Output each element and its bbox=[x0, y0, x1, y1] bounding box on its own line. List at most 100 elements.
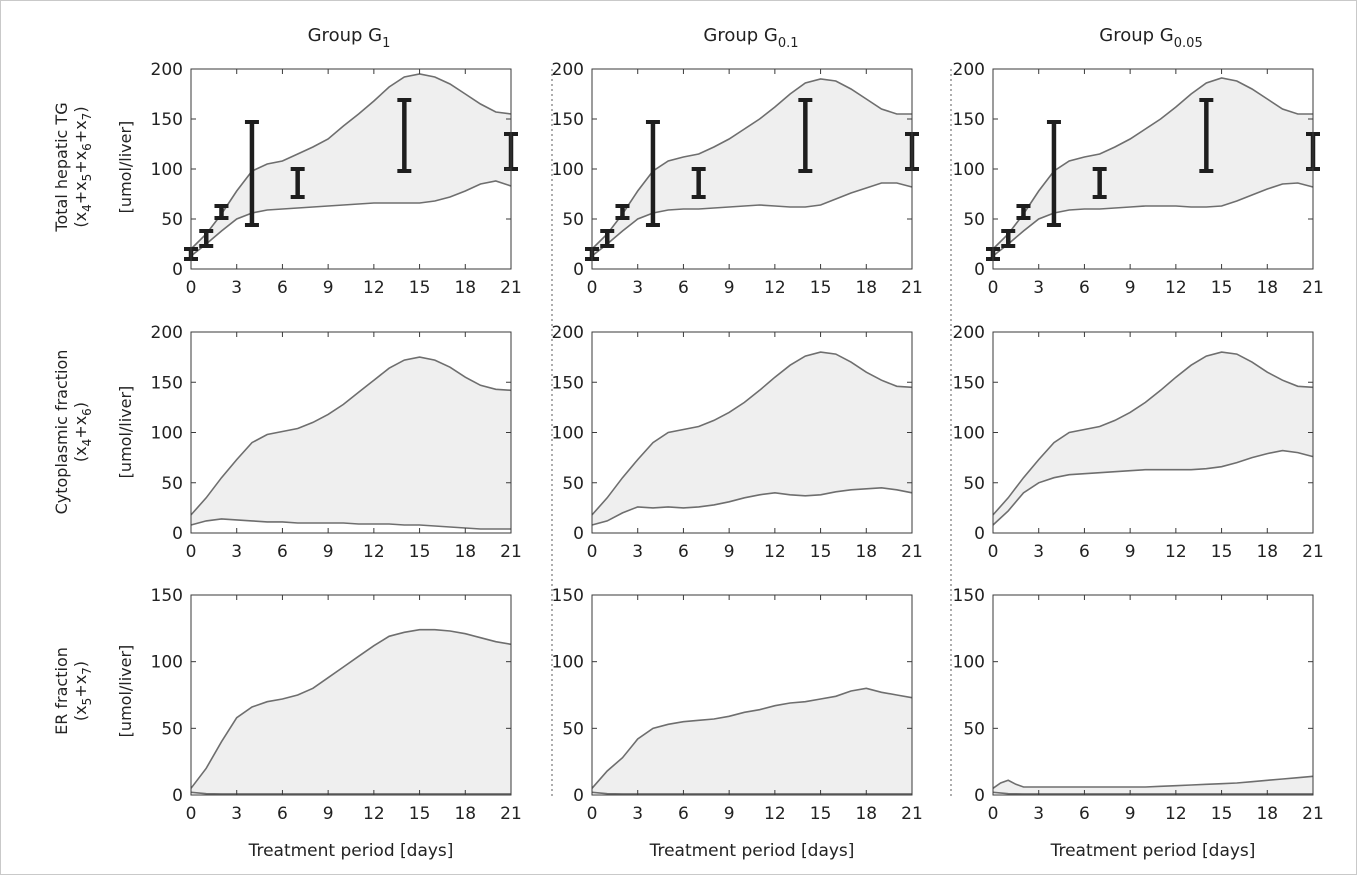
column-title-g01-sub: 0.1 bbox=[778, 36, 799, 51]
total-g01-upper-line bbox=[591, 78, 912, 250]
er-g005-band-area bbox=[993, 776, 1313, 794]
panel-total-g01: 0 3 6 9 12 15 18 21 0 50 100 150 200 bbox=[552, 60, 923, 298]
er-g01-x-tick-label: 0 bbox=[587, 804, 598, 824]
total-g01-error-bar bbox=[798, 98, 813, 173]
cyto-g01-y-tick-label: 50 bbox=[562, 474, 584, 494]
total-g005-error-bar bbox=[1046, 120, 1061, 227]
cyto-g005-y-tick-label: 0 bbox=[974, 524, 985, 544]
cyto-g01-x-tick-label: 12 bbox=[764, 542, 786, 562]
cyto-g1-y-tick-label: 100 bbox=[151, 424, 183, 444]
er-g1-axes-box bbox=[190, 594, 512, 796]
er-g005-x-tick-label: 0 bbox=[988, 804, 999, 824]
column-title-g005-main: Group G bbox=[1099, 25, 1173, 46]
cyto-g005-x-tick-label: 0 bbox=[988, 542, 999, 562]
row-label-cytoplasmic: Cytoplasmic fraction (x4+x6) [umol/liver… bbox=[52, 350, 135, 515]
total-g005-y-tick-label: 0 bbox=[974, 260, 985, 280]
er-g1-x-tick-label: 21 bbox=[500, 804, 522, 824]
cyto-g1-lower-line bbox=[190, 518, 511, 530]
row-label-total: Total hepatic TG (x4+x5+x6+x7) [umol/liv… bbox=[52, 102, 135, 232]
total-g01-x-tick-label: 6 bbox=[678, 278, 689, 298]
panel-er-g1: 0 3 6 9 12 15 18 21 0 50 100 150 bbox=[151, 586, 522, 824]
total-g005-x-tick-label: 15 bbox=[1211, 278, 1233, 298]
cyto-g1-y-tick-label: 200 bbox=[151, 323, 183, 343]
cyto-g005-upper-line bbox=[992, 351, 1314, 516]
cyto-g1-x-tick-label: 0 bbox=[186, 542, 197, 562]
row-label-er-unit: [umol/liver] bbox=[116, 645, 135, 738]
er-g005-y-tick-label: 100 bbox=[953, 653, 985, 673]
x-axis-label-g005: Treatment period [days] bbox=[1050, 841, 1256, 861]
total-g005-upper-line bbox=[992, 77, 1313, 250]
total-g005-y-tick-label: 200 bbox=[953, 60, 985, 80]
column-title-g005-sub: 0.05 bbox=[1174, 36, 1203, 51]
er-g005-y-tick-label: 0 bbox=[974, 786, 985, 806]
cyto-g005-y-tick-label: 200 bbox=[953, 323, 985, 343]
er-g1-y-tick-label: 50 bbox=[161, 719, 183, 739]
cyto-g01-y-tick-label: 100 bbox=[552, 424, 584, 444]
er-g005-x-tick-label: 9 bbox=[1125, 804, 1136, 824]
total-g01-error-bar bbox=[645, 120, 660, 227]
total-g1-y-tick-label: 0 bbox=[172, 260, 183, 280]
cyto-g01-band-area bbox=[592, 352, 912, 525]
er-g005-x-tick-label: 6 bbox=[1079, 804, 1090, 824]
cyto-g01-y-tick-label: 0 bbox=[573, 524, 584, 544]
row-label-total-unit: [umol/liver] bbox=[116, 121, 135, 214]
cyto-g005-lower-line bbox=[992, 449, 1314, 526]
er-g005-x-tick-label: 12 bbox=[1165, 804, 1187, 824]
panel-total-g005: 0 3 6 9 12 15 18 21 0 50 100 150 200 bbox=[953, 60, 1324, 298]
cyto-g1-x-tick-label: 9 bbox=[323, 542, 334, 562]
total-g1-y-tick-label: 100 bbox=[151, 160, 183, 180]
total-g01-y-tick-label: 200 bbox=[552, 60, 584, 80]
cyto-g01-upper-line bbox=[591, 351, 913, 516]
er-g005-y-tick-label: 150 bbox=[953, 586, 985, 606]
cyto-g01-x-tick-label: 0 bbox=[587, 542, 598, 562]
cyto-g1-x-tick-label: 3 bbox=[231, 542, 242, 562]
cyto-g005-y-tick-label: 150 bbox=[953, 373, 985, 393]
total-g1-band-area bbox=[191, 74, 511, 256]
er-g01-x-tick-label: 18 bbox=[855, 804, 877, 824]
total-g01-y-tick-label: 50 bbox=[562, 210, 584, 230]
cyto-g1-y-tick-label: 0 bbox=[172, 524, 183, 544]
cyto-g1-x-tick-label: 6 bbox=[277, 542, 288, 562]
cyto-g005-x-tick-label: 21 bbox=[1302, 542, 1324, 562]
er-g01-upper-line bbox=[591, 687, 913, 789]
total-g01-x-tick-label: 21 bbox=[901, 278, 923, 298]
total-g1-x-tick-label: 0 bbox=[186, 278, 197, 298]
er-g005-upper-line bbox=[992, 775, 1314, 789]
total-g01-x-tick-label: 12 bbox=[764, 278, 786, 298]
er-g01-y-tick-label: 50 bbox=[562, 719, 584, 739]
er-g1-x-tick-label: 12 bbox=[363, 804, 385, 824]
total-g005-error-bar bbox=[1001, 229, 1016, 248]
cyto-g1-y-tick-label: 150 bbox=[151, 373, 183, 393]
total-g1-error-bar bbox=[244, 120, 259, 227]
total-g01-y-tick-label: 150 bbox=[552, 110, 584, 130]
cyto-g1-x-tick-label: 21 bbox=[500, 542, 522, 562]
total-g1-y-tick-label: 150 bbox=[151, 110, 183, 130]
total-g1-error-bar bbox=[199, 229, 214, 248]
er-g1-x-tick-label: 15 bbox=[409, 804, 431, 824]
total-g1-x-tick-label: 3 bbox=[231, 278, 242, 298]
total-g1-x-tick-label: 6 bbox=[277, 278, 288, 298]
total-g1-y-tick-label: 200 bbox=[151, 60, 183, 80]
er-g01-y-tick-label: 100 bbox=[552, 653, 584, 673]
cyto-g1-x-tick-label: 15 bbox=[409, 542, 431, 562]
cyto-g01-x-tick-label: 15 bbox=[810, 542, 832, 562]
total-g005-error-bar bbox=[1199, 98, 1214, 173]
er-g005-axes-box bbox=[992, 594, 1314, 796]
er-g005-x-tick-label: 3 bbox=[1033, 804, 1044, 824]
total-g1-x-tick-label: 9 bbox=[323, 278, 334, 298]
total-g1-x-tick-label: 15 bbox=[409, 278, 431, 298]
cyto-g01-x-tick-label: 3 bbox=[632, 542, 643, 562]
er-g01-band-area bbox=[592, 688, 912, 794]
er-g01-x-tick-label: 12 bbox=[764, 804, 786, 824]
total-g005-band-area bbox=[993, 78, 1313, 256]
er-g1-y-tick-label: 150 bbox=[151, 586, 183, 606]
er-g01-x-tick-label: 21 bbox=[901, 804, 923, 824]
total-g1-lower-line bbox=[190, 180, 512, 257]
cyto-g01-x-tick-label: 18 bbox=[855, 542, 877, 562]
er-g01-y-tick-label: 150 bbox=[552, 586, 584, 606]
row-label-er-line1: ER fraction bbox=[52, 647, 71, 735]
column-title-g1-sub: 1 bbox=[382, 36, 390, 51]
cyto-g1-x-tick-label: 12 bbox=[363, 542, 385, 562]
cyto-g01-y-tick-label: 200 bbox=[552, 323, 584, 343]
x-axis-label-g1: Treatment period [days] bbox=[248, 841, 454, 861]
